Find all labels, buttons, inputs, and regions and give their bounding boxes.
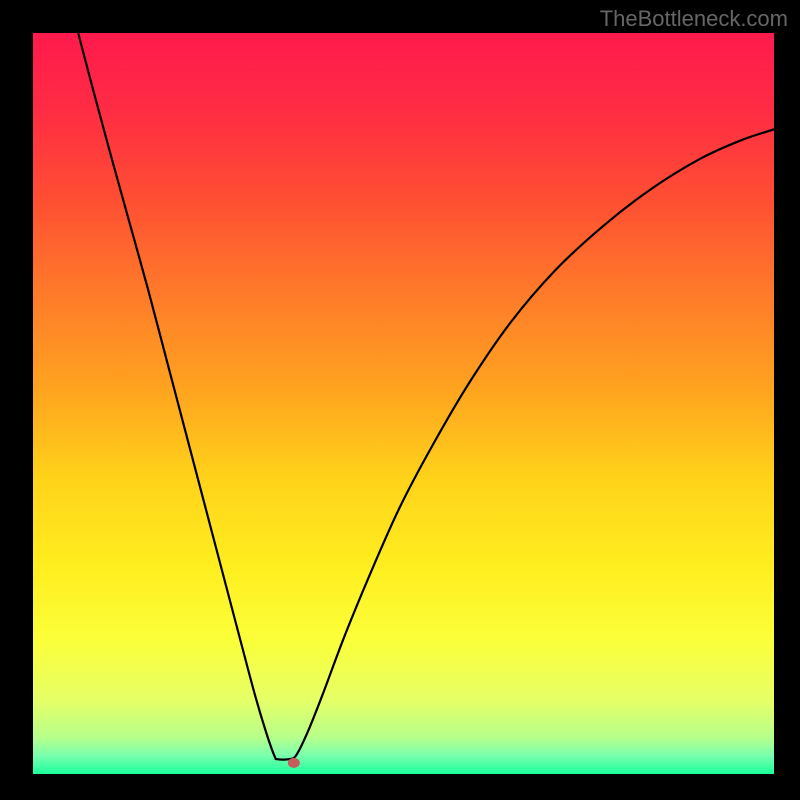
chart-container: TheBottleneck.com (0, 0, 800, 800)
plot-area (33, 33, 774, 774)
watermark-text: TheBottleneck.com (600, 6, 788, 32)
gradient-background (33, 33, 774, 774)
